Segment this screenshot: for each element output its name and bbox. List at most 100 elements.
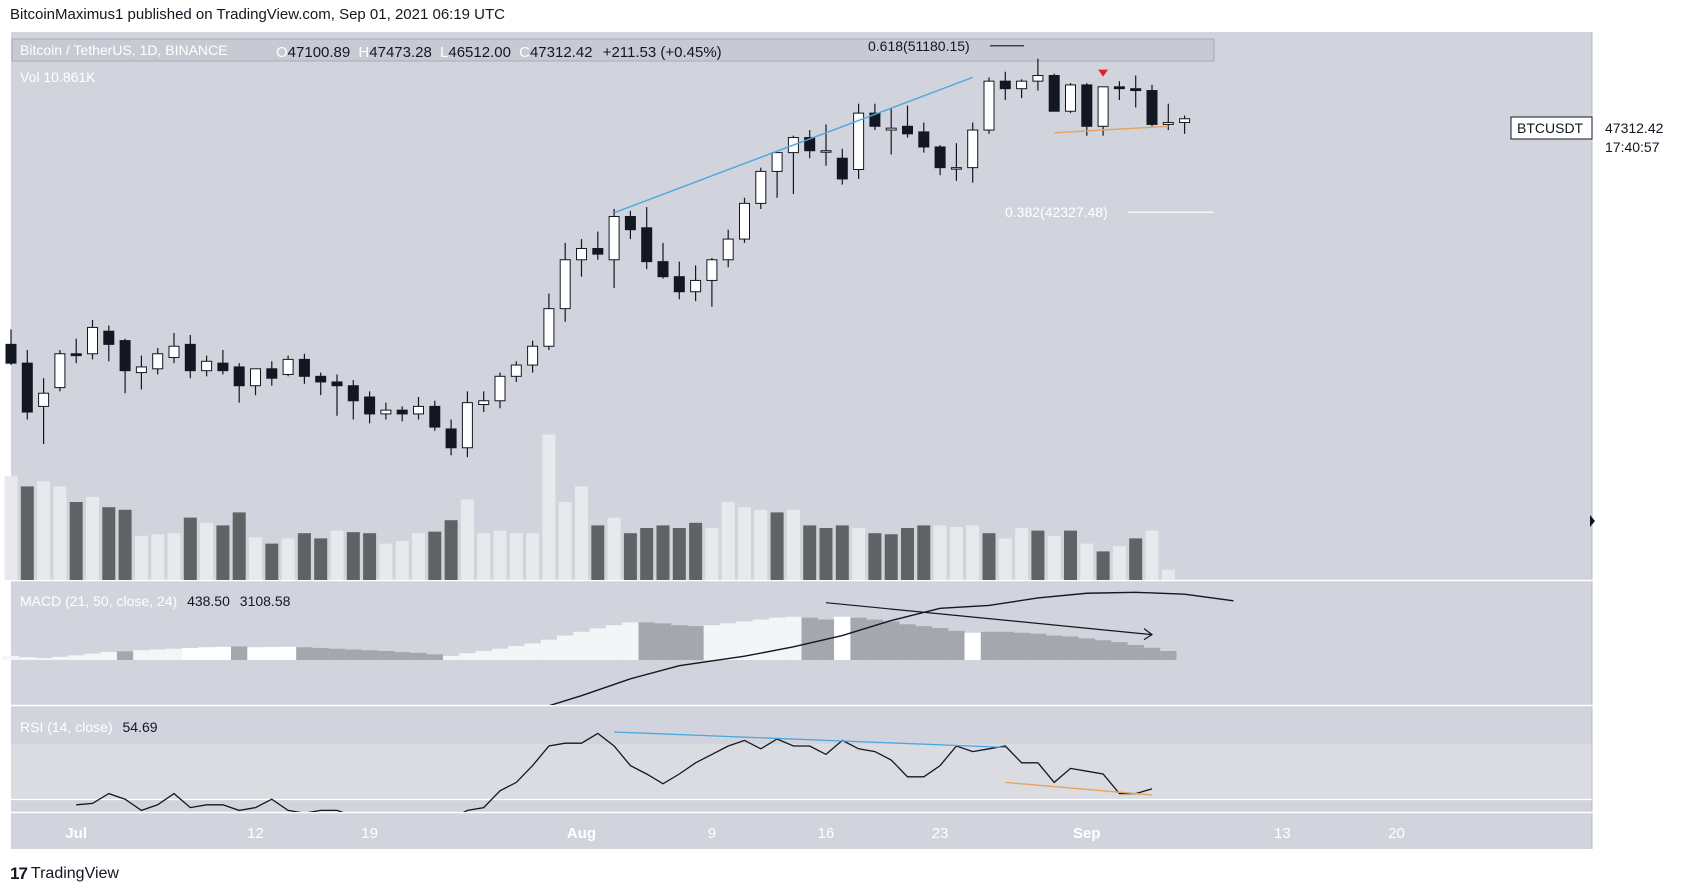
macd-histogram-bar bbox=[1094, 640, 1112, 660]
macd-histogram-bar bbox=[149, 649, 166, 660]
volume-bar bbox=[966, 525, 980, 580]
rsi-orange-support bbox=[1005, 781, 1153, 796]
macd-histogram-bar bbox=[752, 619, 769, 660]
candle-body bbox=[853, 112, 865, 171]
macd-histogram-bar bbox=[214, 646, 232, 660]
candle-body bbox=[983, 80, 995, 131]
macd-histogram-bar bbox=[361, 650, 378, 660]
volume-bar bbox=[460, 499, 474, 580]
macd-histogram-bar bbox=[931, 628, 949, 660]
tradingview-brand[interactable]: 17 TradingView bbox=[10, 864, 119, 884]
macd-histogram-bar bbox=[687, 626, 704, 660]
volume-bar bbox=[509, 533, 523, 580]
macd-histogram-bar bbox=[720, 623, 737, 660]
volume-bar bbox=[493, 530, 507, 580]
volume-bar bbox=[526, 533, 540, 580]
macd-histogram-bar bbox=[654, 623, 672, 660]
time-axis[interactable]: Jul 12 19 Aug 9 16 23 Sep 13 20 bbox=[65, 825, 1404, 842]
price-pane-bg[interactable] bbox=[11, 32, 1592, 580]
symbol-tag: BTCUSDT bbox=[1517, 120, 1584, 136]
candle-body bbox=[608, 216, 620, 261]
candle-body bbox=[413, 405, 424, 415]
volume-bar bbox=[803, 525, 817, 580]
volume-bar bbox=[4, 476, 18, 580]
volume-bar bbox=[623, 533, 637, 580]
candle-body bbox=[771, 152, 783, 172]
macd-histogram-bar bbox=[980, 631, 998, 660]
macd-histogram-bar bbox=[573, 631, 590, 660]
volume-bar bbox=[477, 533, 491, 580]
time-tick-label: 19 bbox=[361, 825, 378, 842]
candle-body bbox=[722, 238, 734, 261]
macd-histogram-bar bbox=[785, 616, 802, 660]
macd-histogram-bar bbox=[605, 625, 623, 660]
volume-bar bbox=[1031, 530, 1045, 580]
volume-bar bbox=[216, 525, 230, 580]
candle-body bbox=[1048, 75, 1060, 112]
price-trendlines[interactable] bbox=[613, 69, 1169, 214]
macd-histogram-bar bbox=[19, 657, 36, 660]
ohlc-change: +211.53 (+0.45%) bbox=[603, 44, 722, 61]
volume-bar bbox=[1145, 530, 1159, 580]
candle-body bbox=[836, 157, 848, 180]
rsi-label: RSI (14, close) 54.69 bbox=[20, 719, 158, 735]
macd-histogram-bar bbox=[1078, 638, 1095, 660]
candle-body bbox=[934, 146, 946, 169]
volume-bar bbox=[53, 486, 67, 580]
volume-bar bbox=[835, 525, 849, 580]
candle-body bbox=[298, 358, 310, 377]
macd-histogram-bar bbox=[165, 648, 183, 660]
candle-body bbox=[592, 247, 604, 255]
macd-histogram-bar bbox=[263, 647, 280, 660]
price-tick-label: 40000.00 bbox=[1607, 248, 1666, 264]
volume-bar bbox=[1015, 528, 1029, 580]
macd-histogram-bar bbox=[198, 647, 215, 660]
volume-bar bbox=[770, 512, 784, 580]
volume-bar bbox=[689, 522, 703, 580]
macd-histogram-bar bbox=[1111, 642, 1128, 660]
symbol-title[interactable]: Bitcoin / TetherUS, 1D, BINANCE bbox=[20, 42, 227, 58]
fib-label: 0.382(42327.48) bbox=[1005, 204, 1108, 220]
macd-histogram-bar bbox=[442, 655, 460, 660]
time-tick-label: Sep bbox=[1073, 825, 1101, 842]
volume-bar bbox=[1112, 546, 1126, 580]
macd-histogram-bar bbox=[1013, 632, 1030, 660]
candle-body bbox=[266, 368, 278, 379]
volume-bar bbox=[575, 486, 588, 580]
candle-body bbox=[1097, 86, 1109, 127]
candle-body bbox=[657, 261, 669, 278]
volume-bar bbox=[640, 528, 654, 580]
macd-histogram-bar bbox=[345, 649, 362, 660]
scroll-right-icon[interactable] bbox=[1590, 515, 1595, 527]
volume-bar bbox=[982, 533, 996, 580]
candle-body bbox=[918, 131, 930, 148]
candle-body bbox=[429, 405, 441, 428]
support-orange-trendline bbox=[1054, 125, 1169, 134]
price-axis[interactable]: 50000.0047500.0045000.0042500.0040000.00… bbox=[1607, 60, 1666, 782]
rsi-band bbox=[11, 744, 1592, 800]
price-tick-label: 37500.00 bbox=[1607, 295, 1666, 311]
macd-histogram-bar bbox=[638, 622, 655, 660]
ohlc-close-key: C bbox=[519, 44, 530, 61]
macd-histogram-bar bbox=[883, 621, 900, 660]
time-axis-bg[interactable] bbox=[11, 813, 1592, 849]
candle-body bbox=[38, 392, 50, 407]
volume-bar bbox=[249, 537, 262, 580]
volume-bar bbox=[314, 538, 328, 580]
candle-body bbox=[152, 353, 164, 370]
candle-body bbox=[494, 375, 506, 402]
bar-countdown: 17:40:57 bbox=[1605, 139, 1660, 155]
volume-bar bbox=[917, 525, 931, 580]
volume-bar bbox=[591, 525, 605, 580]
candle-body bbox=[201, 360, 213, 372]
candle-body bbox=[820, 150, 832, 153]
macd-histogram-bar bbox=[948, 630, 965, 660]
price-tick-label: 30000.00 bbox=[1607, 436, 1666, 452]
volume-bar bbox=[705, 528, 719, 580]
brand-label: TradingView bbox=[30, 865, 119, 882]
macd-histogram-bar bbox=[899, 624, 916, 660]
macd-histogram-bar bbox=[426, 654, 443, 660]
ohlc-open-key: O bbox=[276, 44, 288, 61]
macd-tick-label: 2500.00 bbox=[1607, 605, 1658, 621]
